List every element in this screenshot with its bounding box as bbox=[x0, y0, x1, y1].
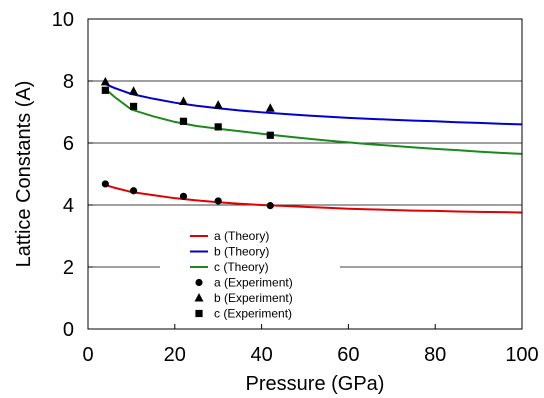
legend-label-b-experiment: b (Experiment) bbox=[214, 291, 293, 305]
x-tick-label: 80 bbox=[424, 344, 446, 366]
legend-marker-a-experiment bbox=[195, 278, 203, 287]
y-axis-title: Lattice Constants (A) bbox=[13, 81, 35, 268]
grid-lines bbox=[88, 80, 522, 268]
theory-curves bbox=[104, 83, 523, 214]
y-tick-label: 2 bbox=[63, 257, 74, 279]
data-point-b-experiment bbox=[100, 76, 110, 86]
y-axis-ticks: 0 2 4 6 8 10 bbox=[52, 9, 93, 341]
x-tick-label: 60 bbox=[337, 344, 359, 366]
legend-label-a-experiment: a (Experiment) bbox=[214, 276, 293, 290]
data-point-b-experiment bbox=[213, 100, 223, 109]
data-point-c-experiment bbox=[101, 86, 109, 94]
series-line-b-theory bbox=[104, 83, 523, 126]
y-tick-label: 10 bbox=[52, 9, 74, 31]
data-point-c-experiment bbox=[129, 102, 138, 111]
x-tick-label: 0 bbox=[82, 344, 93, 366]
data-point-c-experiment bbox=[266, 131, 274, 139]
x-tick-label: 20 bbox=[164, 344, 186, 366]
data-point-a-experiment bbox=[179, 192, 188, 200]
legend: a (Theory) b (Theory)c (Theory) a (Experim… bbox=[190, 229, 293, 321]
data-point-b-experiment bbox=[265, 103, 275, 112]
legend-label-c-experiment: c (Experiment) bbox=[214, 307, 292, 321]
series-line-c-theory bbox=[104, 88, 523, 155]
data-point-a-experiment bbox=[101, 180, 109, 188]
y-tick-label: 8 bbox=[63, 71, 74, 93]
data-point-a-experiment bbox=[129, 187, 138, 195]
legend-marker-c-experiment bbox=[195, 309, 203, 318]
series-line-a-theory bbox=[105, 183, 523, 214]
y-tick-label: 4 bbox=[63, 195, 74, 217]
legend-label-c-theory: c (Theory) bbox=[214, 260, 269, 274]
data-point-c-experiment bbox=[214, 123, 222, 131]
x-tick-label: 100 bbox=[505, 344, 538, 366]
data-point-a-experiment bbox=[214, 197, 222, 205]
plot-frame bbox=[87, 18, 523, 330]
x-axis-ticks: 0 20 40 60 80 100 bbox=[82, 324, 539, 366]
data-point-c-experiment bbox=[179, 117, 188, 125]
data-point-b-experiment bbox=[178, 96, 188, 105]
x-axis-title: Pressure (GPa) bbox=[246, 373, 385, 395]
y-tick-label: 0 bbox=[63, 319, 74, 341]
experiment-markers bbox=[100, 76, 275, 210]
x-tick-label: 40 bbox=[250, 344, 272, 366]
data-point-a-experiment bbox=[266, 202, 274, 210]
data-point-b-experiment bbox=[129, 86, 139, 95]
legend-label-a-theory: a (Theory) bbox=[214, 229, 269, 243]
y-tick-label: 6 bbox=[63, 133, 74, 155]
legend-marker-b-experiment bbox=[194, 293, 204, 302]
legend-label-b-theory: b (Theory) bbox=[214, 245, 269, 259]
